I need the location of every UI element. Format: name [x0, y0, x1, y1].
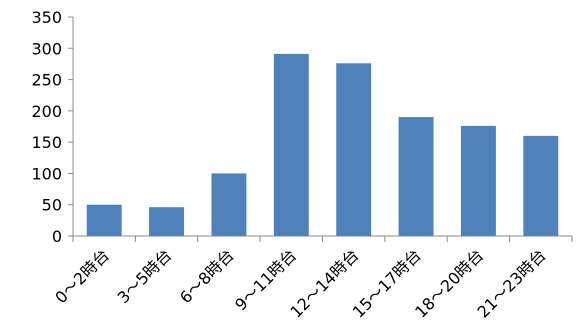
category-labels: 0～2時台 3～5時台 6～8時台9～11時台12～14時台15～17時台18～20…: [51, 245, 549, 321]
y-tick-label: 350: [31, 8, 62, 27]
y-tick-label: 50: [42, 196, 62, 215]
y-tick-label: 300: [31, 39, 62, 58]
x-category-label: 3～5時台: [114, 245, 176, 307]
bar: [149, 207, 185, 236]
bar: [273, 53, 309, 236]
bar: [398, 117, 434, 236]
bar: [336, 63, 372, 236]
y-tick-label: 150: [31, 133, 62, 152]
bar: [460, 125, 496, 236]
bar: [86, 204, 122, 236]
x-axis: [72, 235, 573, 242]
bar: [211, 173, 247, 236]
y-tick-label: 250: [31, 71, 62, 90]
y-tick-label: 200: [31, 102, 62, 121]
bars: [86, 53, 559, 236]
y-tick-label: 0: [52, 227, 62, 246]
y-axis: 0 50 100 150 200 250 300 350: [31, 8, 74, 246]
y-tick-label: 100: [31, 164, 62, 183]
x-category-label: 6～8時台: [176, 245, 238, 307]
bar: [523, 135, 559, 236]
x-category-label: 0～2時台: [51, 245, 113, 307]
